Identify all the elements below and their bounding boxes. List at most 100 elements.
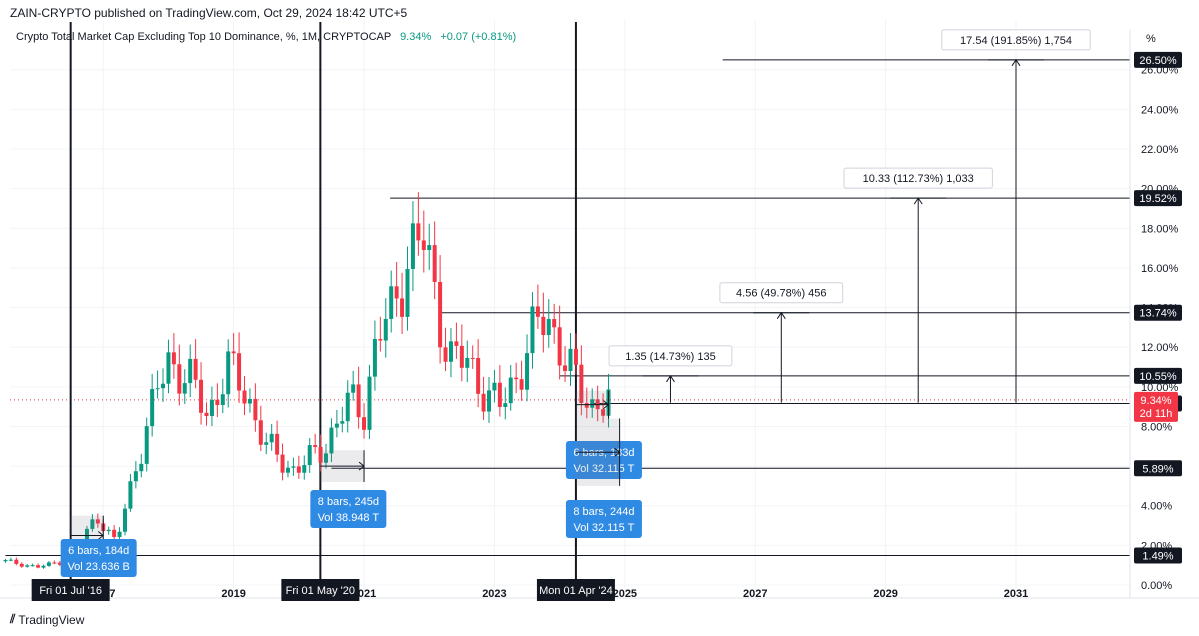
candle-body <box>487 390 492 412</box>
date-label-badge <box>281 579 360 601</box>
candle-body <box>25 565 30 567</box>
candle-body <box>476 357 481 394</box>
time-tick-label: 2031 <box>1004 588 1028 600</box>
candle-body <box>285 467 290 473</box>
price-label-text: 1.49% <box>1142 550 1173 562</box>
candle-body <box>296 466 301 473</box>
candle-body <box>525 353 530 390</box>
date-label-text: Fri 01 May '20 <box>286 585 355 597</box>
price-axis-unit: % <box>1146 33 1156 45</box>
date-label-badge <box>536 579 615 601</box>
price-label-text: 19.52% <box>1139 193 1177 205</box>
candle-body <box>302 465 307 473</box>
candle-body <box>405 268 410 317</box>
candle-body <box>378 338 383 341</box>
candle-body <box>36 565 41 568</box>
price-label-badge <box>1134 547 1182 564</box>
candle-body <box>573 348 578 365</box>
candle-body <box>432 245 437 282</box>
candle-body <box>497 382 502 407</box>
price-tick-label: 22.00% <box>1141 144 1179 156</box>
candle-body <box>90 519 95 529</box>
candle-body <box>155 388 160 390</box>
measure-bars-text: 8 bars, 244d <box>573 506 634 518</box>
candle-body <box>427 245 432 251</box>
price-change: +0.07 (+0.81%) <box>440 31 517 43</box>
price-label-text: 26.50% <box>1139 55 1177 67</box>
price-label-badge <box>1134 367 1182 384</box>
candle-body <box>443 347 448 362</box>
candle-body <box>30 565 35 567</box>
candle-body <box>356 384 361 418</box>
candle-body <box>264 442 269 445</box>
candle-body <box>242 390 247 404</box>
range-label-text: 10.33 (112.73%) 1,033 <box>863 173 974 185</box>
date-label-text: Mon 01 Apr '24 <box>539 585 613 597</box>
candle-body <box>383 318 388 341</box>
candle-body <box>410 223 415 269</box>
measure-callout <box>565 500 642 538</box>
chart-grid <box>10 20 1130 590</box>
candle-body <box>470 357 475 359</box>
candle-body <box>400 298 405 317</box>
range-label-text: 4.56 (49.78%) 456 <box>736 288 827 300</box>
publisher-line: ZAIN-CRYPTO published on TradingView.com… <box>10 6 408 20</box>
candle-body <box>535 306 540 317</box>
time-axis[interactable]: 20172019202120232025202720292031Fri 01 J… <box>0 579 1199 601</box>
candle-body <box>481 393 486 412</box>
candle-body <box>275 433 280 455</box>
candle-body <box>568 348 573 371</box>
candle-body <box>14 559 19 564</box>
candle-body <box>231 351 236 354</box>
candle-body <box>117 531 122 537</box>
candle-body <box>465 357 470 368</box>
candle-body <box>514 377 519 380</box>
candle-body <box>345 392 350 422</box>
candle-body <box>579 364 584 404</box>
measure-callout <box>565 441 642 479</box>
candle-body <box>150 389 155 427</box>
brand-name: TradingView <box>18 612 85 627</box>
candle-body <box>367 376 372 430</box>
candle-body <box>313 445 318 447</box>
candle-body <box>448 341 453 362</box>
candle-body <box>188 358 193 384</box>
price-label-text: 5.89% <box>1142 463 1173 475</box>
candle-body <box>324 453 329 463</box>
last-value: 9.34% <box>400 31 432 43</box>
candle-body <box>334 423 339 428</box>
candle-body <box>389 286 394 319</box>
candle-body <box>182 383 187 394</box>
candle-body <box>57 562 62 565</box>
candle-body <box>291 466 296 468</box>
candle-body <box>8 559 13 561</box>
price-axis[interactable]: %0.00%2.00%4.00%6.00%8.00%10.00%12.00%14… <box>1129 30 1182 598</box>
candle-body <box>394 286 399 299</box>
candle-body <box>362 417 367 430</box>
measure-volume-text: Vol 38.948 T <box>318 512 380 524</box>
price-tick-label: 0.00% <box>1141 580 1172 592</box>
candle-body <box>530 306 535 354</box>
candle-body <box>340 421 345 424</box>
candle-body <box>133 471 138 482</box>
measure-volume-text: Vol 32.115 T <box>574 522 635 534</box>
symbol-title: Crypto Total Market Cap Excluding Top 10… <box>16 31 391 43</box>
candle-body <box>19 563 24 567</box>
measure-callout <box>60 539 137 577</box>
candle-body <box>112 529 117 537</box>
arrow-up-icon <box>666 375 675 383</box>
range-label-box <box>843 167 993 189</box>
candle-body <box>209 399 214 417</box>
symbol-legend: Crypto Total Market Cap Excluding Top 10… <box>16 31 516 43</box>
candle-body <box>237 353 242 391</box>
arrow-up-icon <box>776 311 786 319</box>
price-tick-label: 10.00% <box>1141 382 1179 394</box>
footer-brand[interactable]: ⫽ TradingView <box>10 612 84 627</box>
price-label-text: 13.74% <box>1139 308 1177 320</box>
candle-body <box>307 445 312 466</box>
range-label-text: 1.35 (14.73%) 135 <box>625 351 716 363</box>
candle-body <box>563 365 568 371</box>
arrow-up-icon <box>1011 58 1021 67</box>
candle-body <box>503 403 508 407</box>
